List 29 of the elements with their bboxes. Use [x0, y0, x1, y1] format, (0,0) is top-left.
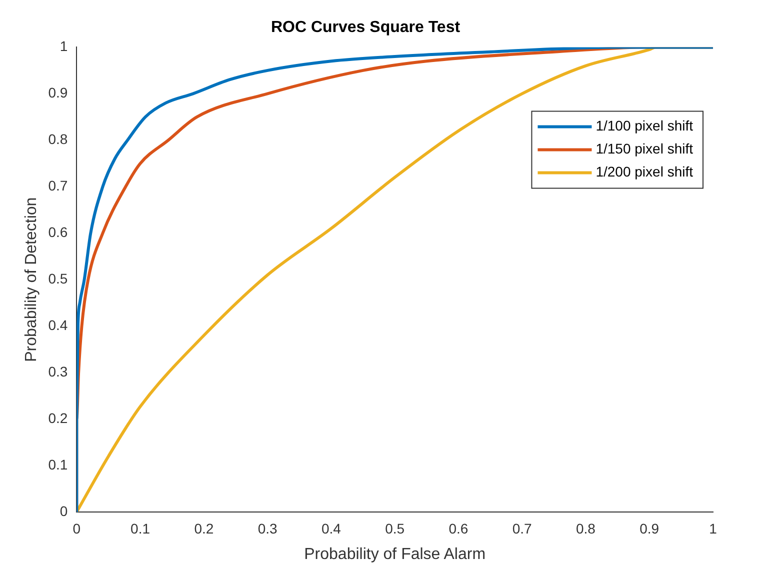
legend-label: 1/200 pixel shift: [596, 164, 694, 180]
x-tick-label: 0.8: [576, 520, 596, 536]
x-tick-label: 0.5: [385, 520, 405, 536]
y-tick-label: 0: [60, 502, 68, 519]
y-tick-label: 0.5: [48, 270, 68, 286]
y-tick-label: 0.8: [48, 131, 68, 148]
y-tick-label: 0.6: [48, 224, 68, 240]
y-tick-label: 0.3: [48, 363, 68, 380]
x-tick-label: 0.4: [321, 520, 342, 536]
line-series: [76, 47, 713, 512]
x-tick-label: 0.7: [512, 520, 532, 536]
y-tick-label: 0.7: [48, 178, 68, 194]
y-tick-label: 0.4: [48, 316, 68, 333]
legend-label: 1/150 pixel shift: [596, 140, 694, 157]
y-tick-label: 1: [60, 38, 68, 54]
x-axis-title: Probability of False Alarm: [304, 546, 486, 563]
y-axis-title: Probability of Detection: [23, 197, 40, 362]
x-tick-label: 0.3: [258, 520, 278, 536]
x-tick-label: 0.2: [194, 520, 214, 536]
x-tick-label: 0.1: [130, 520, 150, 536]
x-tick-label: 1: [709, 520, 718, 536]
y-tick-label: 0.1: [48, 456, 68, 472]
x-tick-label: 0: [72, 520, 81, 536]
x-tick-label: 0.9: [640, 520, 660, 536]
legend-label: 1/100 pixel shift: [596, 118, 694, 134]
chart-title: ROC Curves Square Test: [270, 19, 461, 36]
x-tick-label: 0.6: [448, 520, 468, 536]
y-tick-label: 0.9: [48, 84, 68, 101]
y-tick-label: 0.2: [48, 410, 68, 426]
